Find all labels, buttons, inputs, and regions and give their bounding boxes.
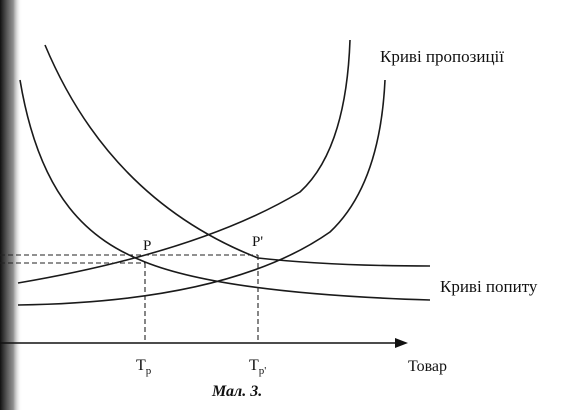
tick-tp-prime: Tр'	[249, 357, 266, 377]
point-p: P	[143, 238, 151, 254]
x-axis-label: Товар	[408, 358, 447, 375]
supply-label: Криві пропозиції	[380, 47, 504, 66]
caption: Мал. 3.	[211, 383, 262, 400]
supply-curve-2	[17, 79, 386, 306]
point-p-prime: P'	[252, 234, 263, 250]
supply-curve-1	[17, 39, 351, 284]
tick-tp: Tр	[136, 357, 152, 377]
demand-curve-1	[44, 44, 431, 267]
demand-label: Криві попиту	[440, 277, 538, 296]
scan-edge	[0, 0, 22, 410]
demand-curve-2	[19, 79, 431, 301]
x-axis-arrow	[395, 338, 408, 348]
